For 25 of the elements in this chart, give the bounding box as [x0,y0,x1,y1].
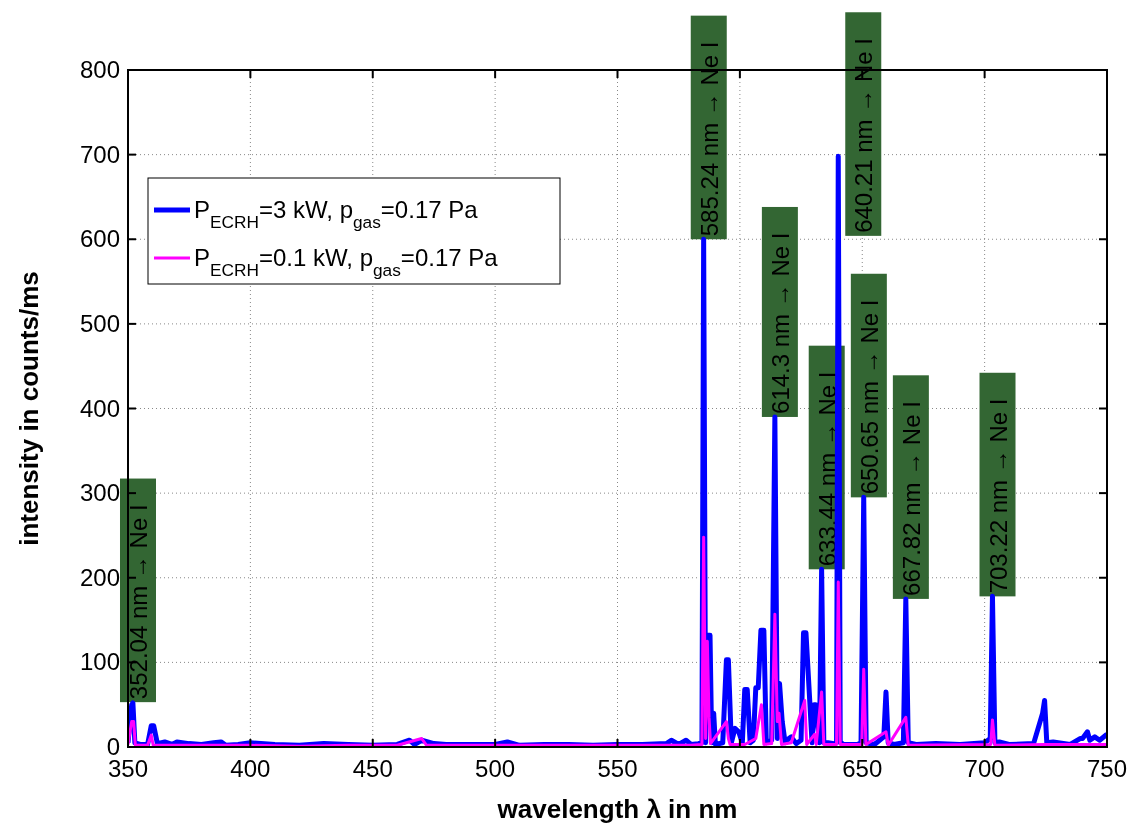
y-tick-label: 800 [79,56,120,83]
y-tick-label: 300 [79,479,120,507]
x-tick-label: 550 [597,755,638,782]
x-tick-label: 400 [230,755,271,782]
x-tick-label: 600 [719,755,760,782]
x-tick-label: 500 [475,755,516,782]
y-tick-label: 500 [79,309,120,337]
y-tick-label: 200 [79,563,120,591]
legend-label: P$_{ECRH}$=3 kW, p$_{gas}$=0.17 Pa [194,196,479,232]
annotation: 703.22 nm → Ne I [984,398,1012,594]
annotation: 650.65 nm → Ne I [855,299,883,495]
annotation: 352.04 nm → Ne I [124,504,152,700]
y-tick-label: 100 [79,648,120,676]
legend-label: P$_{ECRH}$=0.1 kW, p$_{gas}$=0.17 Pa [194,244,499,280]
x-tick-label: 450 [352,755,393,782]
x-tick-label: 700 [964,755,1005,782]
y-tick-label: 700 [79,140,120,168]
y-axis-title: intensity in counts/ms [14,271,44,546]
x-tick-label: 650 [842,755,883,782]
x-tick-label: 750 [1086,755,1128,782]
y-tick-label: 600 [79,225,120,253]
y-tick-label: 400 [79,394,120,422]
x-axis-title: wavelength λ in nm [496,794,738,824]
annotation: 667.82 nm → Ne I [897,401,925,596]
annotation: 614.3 nm → Ne I [766,232,794,414]
